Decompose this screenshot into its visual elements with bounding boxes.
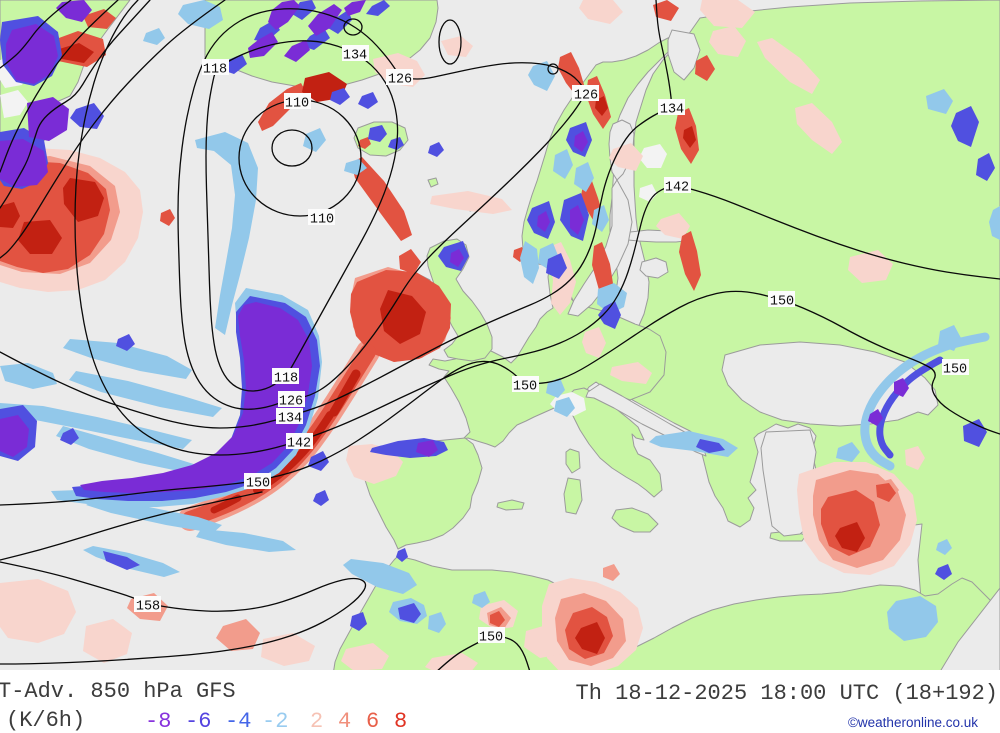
svg-text:142: 142 [665,181,689,196]
svg-text:126: 126 [574,89,598,104]
svg-text:126: 126 [279,395,303,410]
svg-text:150: 150 [943,363,967,378]
svg-text:150: 150 [246,477,270,492]
svg-text:134: 134 [278,412,302,427]
svg-text:-8: -8 [145,709,171,733]
svg-text:134: 134 [660,103,684,118]
svg-text:118: 118 [203,63,227,78]
svg-text:150: 150 [513,380,537,395]
svg-text:©weatheronline.co.uk: ©weatheronline.co.uk [848,715,978,730]
svg-text:158: 158 [136,600,160,615]
svg-text:150: 150 [479,631,503,646]
svg-text:150: 150 [770,295,794,310]
svg-text:110: 110 [285,97,309,112]
svg-text:110: 110 [310,213,334,228]
svg-text:-6: -6 [185,709,211,733]
svg-text:-4: -4 [225,709,251,733]
svg-text:118: 118 [274,372,298,387]
svg-text:2: 2 [310,709,323,733]
svg-text:Th 18-12-2025 18:00 UTC (18+19: Th 18-12-2025 18:00 UTC (18+192) [576,681,998,706]
svg-text:6: 6 [366,709,379,733]
svg-text:4: 4 [338,709,351,733]
svg-text:T-Adv. 850 hPa GFS: T-Adv. 850 hPa GFS [0,679,236,704]
svg-text:134: 134 [343,49,367,64]
svg-text:8: 8 [394,709,407,733]
svg-text:(K/6h): (K/6h) [6,708,85,733]
svg-text:126: 126 [388,73,412,88]
svg-text:142: 142 [287,437,311,452]
svg-text:-2: -2 [262,709,288,733]
